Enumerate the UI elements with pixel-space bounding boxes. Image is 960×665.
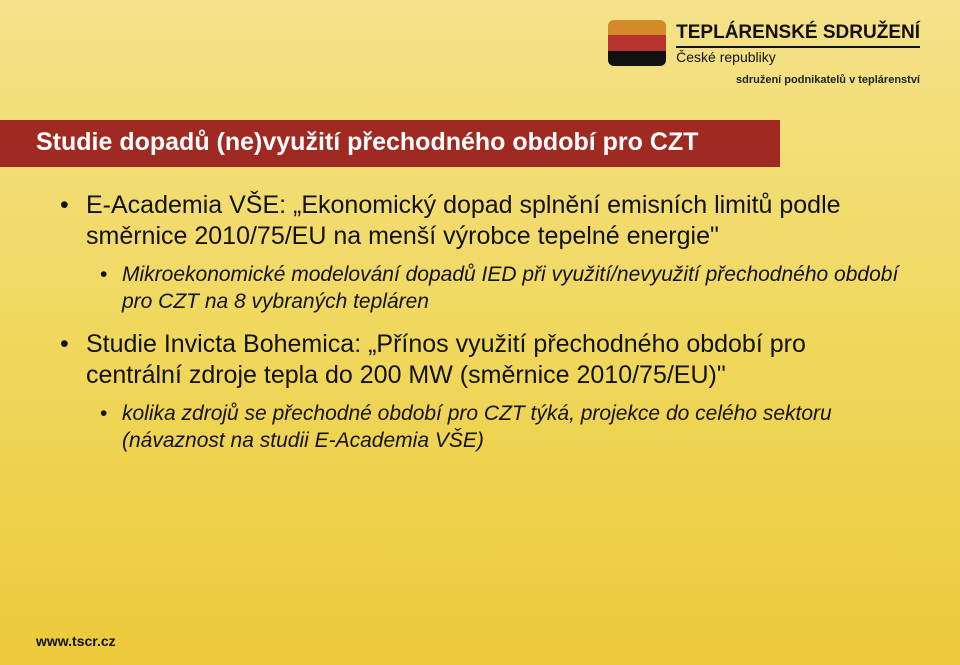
slide-content: E-Academia VŠE: „Ekonomický dopad splněn… <box>60 190 900 468</box>
logo-mark-icon <box>608 20 666 66</box>
bullet-item: Studie Invicta Bohemica: „Přínos využití… <box>60 329 900 454</box>
logo-line2: České republiky <box>676 46 920 65</box>
logo-box: TEPLÁRENSKÉ SDRUŽENÍ České republiky <box>608 20 920 66</box>
sub-bullet-item: Mikroekonomické modelování dopadů IED př… <box>86 261 900 316</box>
bullet-prefix: Studie Invicta Bohemica: <box>86 330 368 358</box>
logo-tagline: sdružení podnikatelů v teplárenství <box>608 74 920 86</box>
sub-bullet-item: kolika zdrojů se přechodné období pro CZ… <box>86 400 900 455</box>
sub-bullet-text: kolika zdrojů se přechodné období pro CZ… <box>122 402 832 452</box>
logo-text: TEPLÁRENSKÉ SDRUŽENÍ České republiky <box>676 22 920 65</box>
bullet-prefix: E-Academia VŠE: <box>86 191 293 219</box>
sub-bullet-text: Mikroekonomické modelování dopadů IED př… <box>122 263 898 313</box>
bullet-item: E-Academia VŠE: „Ekonomický dopad splněn… <box>60 190 900 315</box>
footer-url: www.tscr.cz <box>36 633 116 649</box>
logo-line1: TEPLÁRENSKÉ SDRUŽENÍ <box>676 22 920 44</box>
slide-title: Studie dopadů (ne)využití přechodného ob… <box>0 120 780 167</box>
logo-area: TEPLÁRENSKÉ SDRUŽENÍ České republiky sdr… <box>608 20 920 86</box>
